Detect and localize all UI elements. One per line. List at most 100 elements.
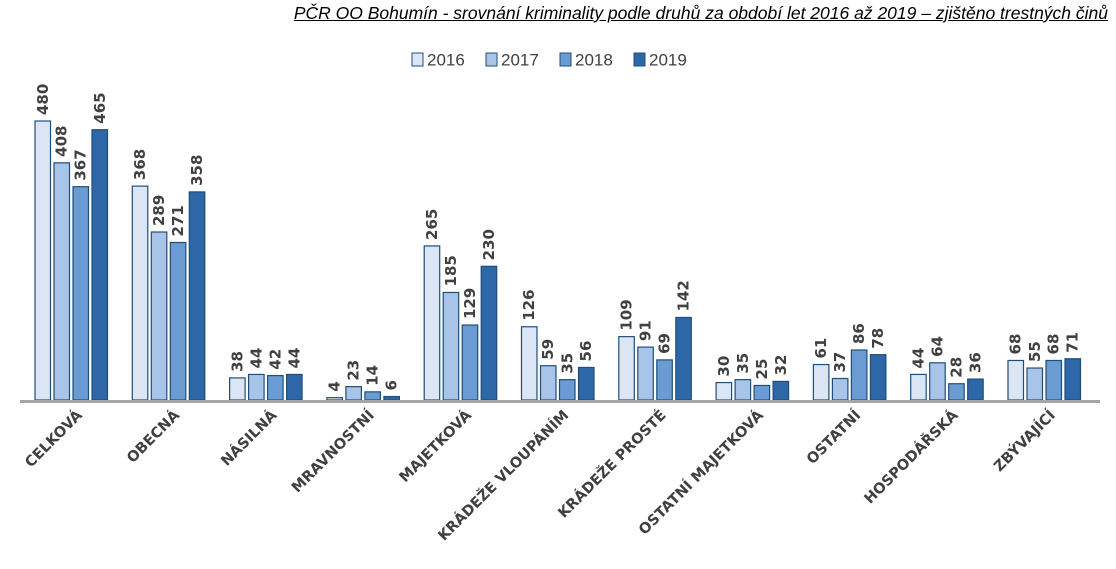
chart-title: PČR OO Bohumín - srovnání kriminality po…	[293, 3, 1108, 23]
value-label-mravnostni-2019: 6	[383, 380, 401, 390]
bar-majetkova-2018	[461, 324, 479, 401]
value-label-nasilna-2018: 42	[266, 349, 284, 370]
category-label-kradeze-proste: KRÁDEŽE PROSTÉ	[555, 407, 670, 522]
bar-nasilna-2018	[267, 374, 284, 401]
bar-ostatni-2017	[831, 377, 849, 401]
bar-kradeze-proste-2017	[637, 346, 654, 401]
bar-hospodarska-2018	[948, 383, 965, 401]
bar-zbyvajici-2018	[1045, 359, 1063, 401]
bar-majetkova-2016	[423, 245, 441, 401]
category-label-zbyvajici: ZBÝVAJÍCÍ	[990, 406, 1059, 475]
value-label-obecna-2018: 271	[169, 205, 187, 236]
value-label-obecna-2019: 358	[188, 155, 206, 186]
category-label-hospodarska: HOSPODÁŘSKÁ	[861, 406, 962, 507]
value-label-zbyvajici-2018: 68	[1045, 334, 1063, 355]
value-label-kradeze-vloupanim-2019: 56	[577, 341, 595, 362]
value-label-ostatni-2018: 86	[850, 323, 868, 344]
bar-zbyvajici-2016	[1007, 359, 1025, 401]
value-label-hospodarska-2018: 28	[947, 357, 965, 378]
bars-group	[34, 120, 1082, 401]
bar-celkova-2017	[53, 162, 71, 401]
value-label-kradeze-vloupanim-2016: 126	[520, 289, 538, 320]
value-label-majetkova-2016: 265	[423, 209, 441, 240]
category-label-majetkova: MAJETKOVÁ	[396, 406, 476, 486]
value-label-kradeze-proste-2018: 69	[656, 333, 674, 354]
value-label-ostatni-majetkova-2018: 25	[753, 359, 771, 380]
category-label-celkova: CELKOVÁ	[22, 406, 87, 471]
value-label-ostatni-majetkova-2016: 30	[715, 356, 733, 377]
bar-ostatni-2018	[850, 349, 868, 401]
value-label-nasilna-2017: 44	[247, 348, 265, 369]
value-label-nasilna-2016: 38	[228, 351, 246, 372]
value-label-ostatni-majetkova-2019: 32	[772, 355, 790, 376]
bar-hospodarska-2017	[929, 362, 946, 401]
bar-ostatni-majetkova-2017	[734, 379, 752, 401]
bar-mravnostni-2016	[326, 397, 343, 401]
value-label-celkova-2018: 367	[72, 149, 90, 180]
bar-obecna-2016	[131, 185, 149, 401]
value-label-hospodarska-2017: 64	[928, 336, 946, 357]
bar-mravnostni-2017	[345, 386, 362, 401]
legend-swatch-2017	[485, 52, 498, 67]
legend: 2016 2017 2018 2019	[411, 51, 687, 70]
value-label-zbyvajici-2019: 71	[1064, 332, 1082, 353]
bar-zbyvajici-2017	[1026, 367, 1044, 401]
value-label-nasilna-2019: 44	[285, 348, 303, 369]
value-label-hospodarska-2019: 36	[966, 352, 984, 373]
value-label-kradeze-vloupanim-2017: 59	[539, 339, 557, 360]
legend-label-2018: 2018	[575, 51, 613, 70]
category-label-obecna: OBECNÁ	[124, 406, 184, 466]
value-label-kradeze-proste-2019: 142	[675, 280, 693, 311]
value-label-mravnostni-2018: 14	[364, 365, 382, 386]
bar-obecna-2017	[150, 231, 168, 401]
bar-hospodarska-2016	[910, 373, 927, 401]
bar-obecna-2019	[188, 191, 206, 401]
bar-celkova-2016	[34, 120, 52, 401]
category-labels-group: CELKOVÁ OBECNÁ NÁSILNÁ MRAVNOSTNÍ MAJETKOVÁ K…	[22, 406, 1059, 544]
legend-label-2017: 2017	[501, 51, 539, 70]
value-label-kradeze-vloupanim-2018: 35	[558, 353, 576, 374]
bar-mravnostni-2019	[383, 395, 400, 401]
value-label-mravnostni-2017: 23	[345, 360, 363, 381]
bar-ostatni-majetkova-2019	[772, 380, 790, 401]
bar-celkova-2018	[72, 186, 90, 401]
value-label-celkova-2017: 408	[53, 126, 71, 157]
value-label-kradeze-proste-2017: 91	[637, 320, 655, 341]
bar-kradeze-proste-2016	[618, 336, 635, 401]
category-label-mravnostni: MRAVNOSTNÍ	[288, 407, 377, 496]
bar-hospodarska-2019	[967, 378, 984, 401]
legend-label-2016: 2016	[427, 51, 465, 70]
value-label-majetkova-2018: 129	[461, 288, 479, 319]
value-label-hospodarska-2016: 44	[909, 348, 927, 369]
value-label-ostatni-2017: 37	[831, 352, 849, 373]
legend-swatch-2016	[411, 52, 424, 67]
category-label-nasilna: NÁSILNÁ	[218, 406, 281, 469]
bar-kradeze-vloupanim-2018	[558, 379, 576, 401]
value-label-zbyvajici-2017: 55	[1026, 341, 1044, 362]
category-label-ostatni: OSTATNÍ	[803, 407, 864, 468]
value-label-ostatni-2016: 61	[812, 338, 830, 359]
value-label-mravnostni-2016: 4	[326, 381, 344, 391]
value-label-celkova-2019: 465	[91, 92, 109, 123]
bar-kradeze-proste-2018	[656, 359, 673, 401]
bar-nasilna-2017	[248, 373, 265, 401]
legend-swatch-2018	[559, 52, 572, 67]
bar-majetkova-2017	[442, 291, 460, 401]
value-label-ostatni-2019: 78	[869, 328, 887, 349]
bar-ostatni-majetkova-2016	[715, 381, 733, 401]
value-label-obecna-2017: 289	[150, 195, 168, 226]
value-label-majetkova-2017: 185	[442, 255, 460, 286]
bar-obecna-2018	[169, 241, 187, 401]
bar-kradeze-vloupanim-2017	[539, 365, 557, 401]
bar-zbyvajici-2019	[1064, 358, 1082, 401]
value-label-majetkova-2019: 230	[480, 229, 498, 260]
value-label-celkova-2016: 480	[34, 84, 52, 115]
bar-kradeze-vloupanim-2016	[520, 326, 538, 401]
bar-ostatni-2016	[812, 363, 830, 401]
value-label-obecna-2016: 368	[131, 149, 149, 180]
value-label-kradeze-proste-2016: 109	[618, 299, 636, 330]
bar-celkova-2019	[91, 129, 109, 401]
bar-kradeze-proste-2019	[675, 316, 692, 401]
